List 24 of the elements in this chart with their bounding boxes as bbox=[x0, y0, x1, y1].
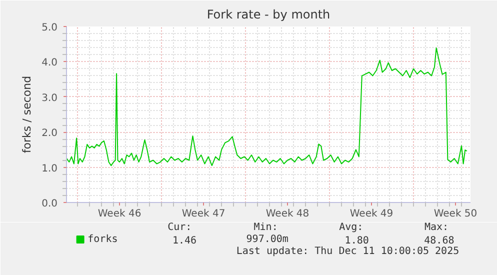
y-tick-label: 4.0 bbox=[42, 58, 58, 69]
y-tick-label: 1.0 bbox=[42, 163, 58, 174]
text: Last update: Thu Dec 11 10:00:05 2025 bbox=[236, 246, 460, 257]
text: Cur: bbox=[168, 222, 192, 233]
y-tick-label: 3.0 bbox=[42, 92, 58, 104]
x-tick-label: Week 49 bbox=[350, 208, 394, 220]
text: 997.00m bbox=[246, 234, 288, 245]
y-tick-label: 0.0 bbox=[42, 198, 58, 210]
x-tick-label: Week 48 bbox=[266, 208, 310, 220]
line-series bbox=[66, 47, 468, 166]
chart-title: Fork rate - by month bbox=[206, 8, 330, 22]
text: 48.68 bbox=[424, 236, 454, 246]
x-tick-label: Week 50 bbox=[434, 208, 478, 220]
legend-label: forks bbox=[88, 234, 118, 245]
x-tick-label: Week 46 bbox=[98, 208, 142, 220]
text: Avg: bbox=[339, 222, 364, 233]
text: 1.46 bbox=[172, 236, 197, 246]
x-tick-label: Week 47 bbox=[182, 208, 226, 220]
y-tick-label: 2.0 bbox=[42, 128, 58, 140]
text: Min: bbox=[254, 222, 278, 233]
y-axis-title: forks / second bbox=[20, 76, 34, 154]
text: 1.80 bbox=[344, 236, 369, 246]
text: Max: bbox=[424, 222, 449, 233]
y-tick-label: 5.0 bbox=[42, 22, 58, 34]
